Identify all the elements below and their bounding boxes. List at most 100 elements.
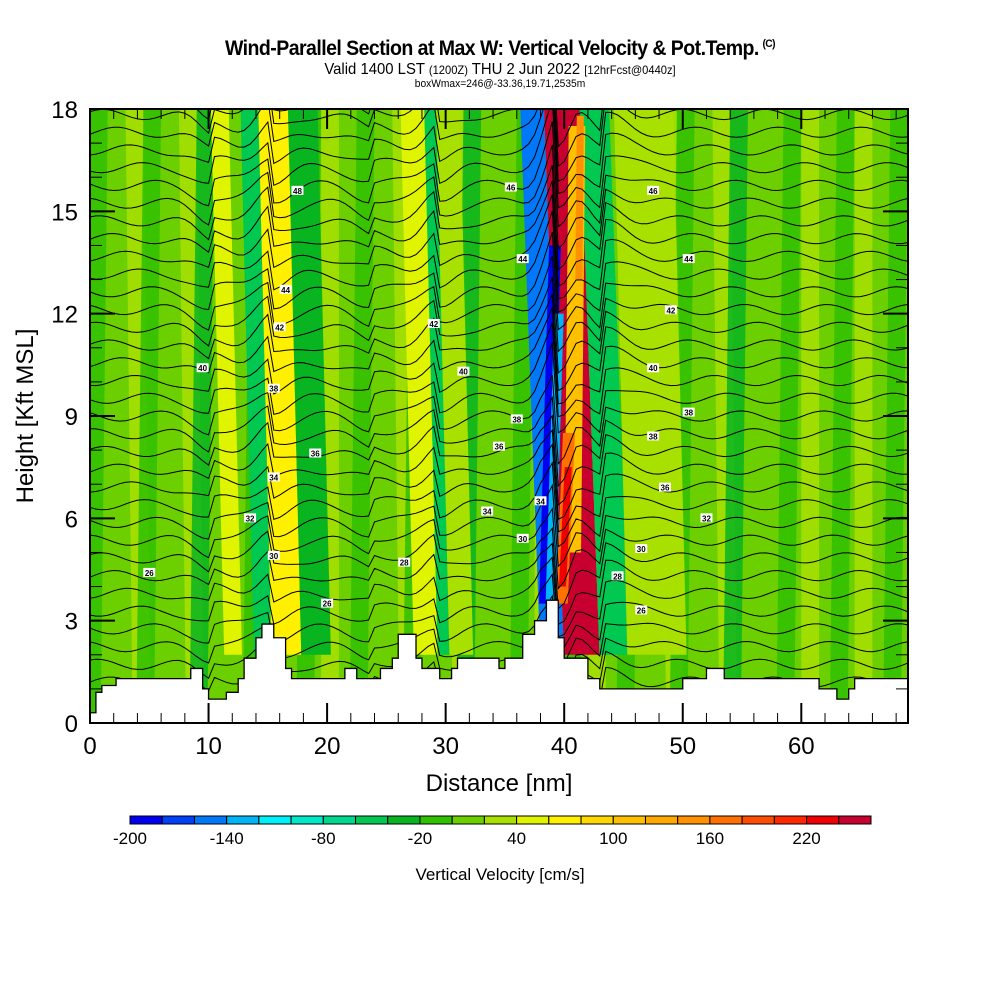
field-streak [161, 109, 179, 723]
contour-label-text: 46 [649, 187, 658, 196]
colorbar-tick-label: -140 [210, 829, 244, 848]
y-tick-label: 9 [65, 404, 78, 431]
contour-label-box [493, 441, 505, 451]
contour-label: 40 [457, 366, 470, 377]
isentrope-line [90, 572, 908, 652]
contour-label: 42 [273, 322, 286, 332]
colorbar-tick-label: -80 [311, 829, 336, 848]
contour-label: 36 [493, 441, 505, 452]
isentrope-line [90, 307, 908, 405]
isentrope-line [90, 322, 908, 418]
potential-temperature-contours [90, 109, 908, 723]
contour-label-text: 42 [275, 323, 284, 332]
contour-label: 44 [682, 254, 695, 264]
contour-label: 26 [321, 598, 334, 609]
colorbar-segment [838, 815, 872, 825]
velocity-core [575, 115, 584, 280]
contour-label-text: 38 [269, 385, 278, 394]
field-streak [776, 109, 802, 723]
contour-label-text: 34 [269, 473, 278, 482]
isentrope-line [90, 594, 908, 671]
contour-label-text: 40 [649, 364, 658, 373]
contour-label-text: 38 [512, 415, 521, 424]
colorbar-segment [612, 815, 646, 825]
contour-label-box [682, 407, 695, 417]
velocity-band [400, 109, 438, 655]
contour-label-text: 26 [323, 600, 332, 609]
contour-label: 48 [291, 185, 304, 196]
contour-label-box [291, 185, 304, 195]
contour-label-text: 40 [459, 368, 468, 377]
contour-label: 46 [504, 182, 517, 192]
colorbar-segment [548, 815, 582, 825]
contour-label-box [273, 322, 286, 332]
contour-label-text: 26 [145, 569, 154, 578]
y-tick-label: 3 [65, 609, 78, 636]
contour-label-text: 30 [269, 552, 278, 561]
contour-label-box [244, 513, 257, 523]
colorbar-segment [677, 815, 711, 825]
contour-label-text: 40 [198, 364, 207, 373]
velocity-band [436, 109, 474, 655]
contour-label-box [611, 571, 624, 581]
contour-label-box [267, 472, 280, 482]
y-tick-label: 0 [65, 711, 78, 738]
colorbar-segment [161, 815, 195, 825]
contour-label-box [516, 254, 529, 264]
contour-label: 30 [635, 544, 648, 554]
field-streak [374, 109, 393, 723]
isentrope-line [90, 342, 908, 434]
field-streak [107, 109, 126, 723]
contour-label: 42 [664, 305, 677, 315]
contour-label-text: 42 [429, 320, 438, 329]
contour-label: 28 [398, 557, 411, 568]
contour-label: 40 [196, 363, 209, 373]
contour-label: 28 [611, 571, 624, 581]
contour-label: 40 [647, 363, 660, 373]
colorbar-tick-label: 100 [599, 829, 627, 848]
contour-label-box [457, 366, 470, 376]
isentrope-line [90, 210, 908, 313]
x-tick-label: 0 [83, 733, 96, 760]
isentrope-line [90, 144, 908, 251]
contour-label-text: 28 [613, 572, 622, 581]
contour-label-box [427, 318, 440, 328]
isentrope-line [90, 293, 908, 392]
contour-label: 26 [143, 567, 156, 578]
field-streak [829, 109, 855, 723]
colorbar-segment [773, 815, 808, 825]
contour-label-text: 44 [281, 286, 290, 295]
colorbar-segment [451, 815, 485, 825]
field-streak [747, 109, 766, 723]
contour-label: 38 [682, 407, 695, 418]
contour-label-box [647, 363, 660, 373]
y-tick-label: 12 [51, 302, 78, 329]
contour-label-text: 38 [649, 432, 658, 441]
isentrope-line [90, 121, 908, 228]
contour-label-box [682, 254, 695, 264]
y-tick-label: 15 [51, 199, 78, 226]
contour-label-box [658, 482, 671, 492]
y-tick-label: 18 [51, 97, 78, 124]
contour-label: 44 [279, 284, 292, 295]
contour-label-text: 38 [684, 409, 693, 418]
contour-label: 38 [510, 414, 523, 424]
contour-label-box [647, 185, 660, 195]
field-streak [723, 109, 748, 723]
contour-label-box [700, 513, 713, 523]
vertical-velocity-field [90, 109, 908, 723]
contour-labels: 48 46 46 44 44 44 42 42 42 40 40 40 38 38 38 38 36 36 36 34… [143, 182, 713, 615]
colorbar-tick-label: -20 [408, 829, 433, 848]
isentrope-line [90, 109, 908, 209]
contour-label-text: 36 [495, 443, 504, 452]
valid-date: THU 2 Jun 2022 [471, 61, 581, 78]
isentrope-line [90, 276, 908, 374]
contour-label-text: 42 [666, 306, 675, 315]
contour-label: 30 [516, 533, 529, 544]
contour-label-box [647, 431, 660, 441]
contour-label: 34 [267, 472, 280, 482]
contour-label-box [398, 557, 411, 567]
contour-label-box [279, 284, 292, 294]
forecast-info: [12hrFcst@0440z] [584, 63, 676, 77]
